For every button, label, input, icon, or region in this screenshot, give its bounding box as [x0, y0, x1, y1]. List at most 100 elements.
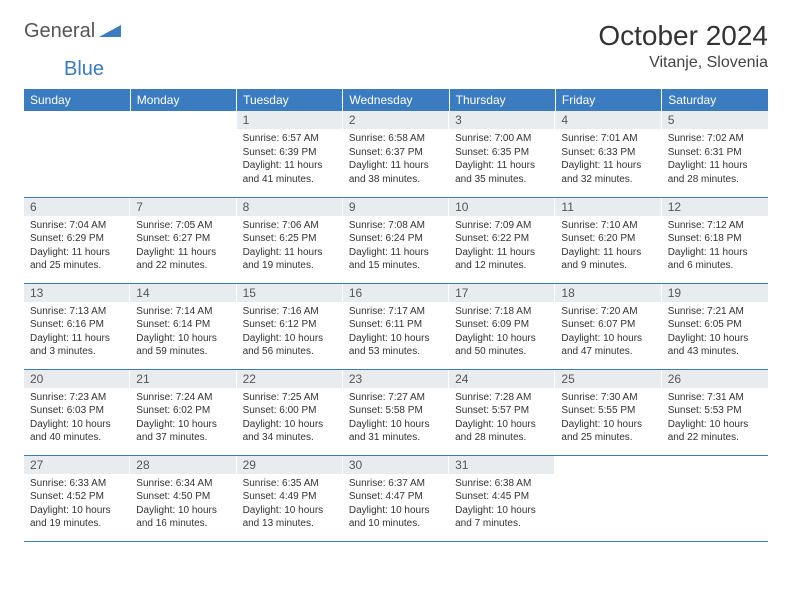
- sunrise-text: Sunrise: 7:27 AM: [349, 391, 443, 405]
- sunset-text: Sunset: 5:55 PM: [561, 404, 655, 418]
- calendar-week-row: 27Sunrise: 6:33 AMSunset: 4:52 PMDayligh…: [24, 455, 768, 541]
- sunset-text: Sunset: 6:37 PM: [349, 146, 443, 160]
- day-number: 23: [343, 370, 449, 388]
- sunrise-text: Sunrise: 6:35 AM: [243, 477, 337, 491]
- weekday-header: Wednesday: [343, 89, 449, 111]
- sunset-text: Sunset: 6:00 PM: [243, 404, 337, 418]
- day-number: 18: [555, 284, 661, 302]
- day-number: 27: [24, 456, 130, 474]
- daylight-text: Daylight: 11 hours and 9 minutes.: [561, 246, 655, 273]
- sunset-text: Sunset: 5:53 PM: [668, 404, 762, 418]
- sunset-text: Sunset: 4:45 PM: [455, 490, 549, 504]
- day-number: [24, 111, 130, 129]
- day-details: Sunrise: 6:58 AMSunset: 6:37 PMDaylight:…: [343, 129, 449, 188]
- sunset-text: Sunset: 6:24 PM: [349, 232, 443, 246]
- sunrise-text: Sunrise: 7:28 AM: [455, 391, 549, 405]
- day-details: Sunrise: 7:18 AMSunset: 6:09 PMDaylight:…: [449, 302, 555, 361]
- calendar-day-cell: [662, 455, 768, 541]
- calendar-day-cell: 3Sunrise: 7:00 AMSunset: 6:35 PMDaylight…: [449, 111, 555, 197]
- day-details: Sunrise: 7:08 AMSunset: 6:24 PMDaylight:…: [343, 216, 449, 275]
- weekday-header: Thursday: [449, 89, 555, 111]
- sunrise-text: Sunrise: 7:18 AM: [455, 305, 549, 319]
- daylight-text: Daylight: 10 hours and 19 minutes.: [30, 504, 124, 531]
- calendar-day-cell: 27Sunrise: 6:33 AMSunset: 4:52 PMDayligh…: [24, 455, 130, 541]
- day-number: 28: [130, 456, 236, 474]
- calendar-table: Sunday Monday Tuesday Wednesday Thursday…: [24, 89, 768, 542]
- day-details: Sunrise: 7:31 AMSunset: 5:53 PMDaylight:…: [662, 388, 768, 447]
- day-details: Sunrise: 7:00 AMSunset: 6:35 PMDaylight:…: [449, 129, 555, 188]
- sunset-text: Sunset: 6:12 PM: [243, 318, 337, 332]
- daylight-text: Daylight: 11 hours and 35 minutes.: [455, 159, 549, 186]
- sunrise-text: Sunrise: 7:20 AM: [561, 305, 655, 319]
- calendar-day-cell: 31Sunrise: 6:38 AMSunset: 4:45 PMDayligh…: [449, 455, 555, 541]
- day-number: 15: [237, 284, 343, 302]
- daylight-text: Daylight: 11 hours and 6 minutes.: [668, 246, 762, 273]
- sunset-text: Sunset: 4:49 PM: [243, 490, 337, 504]
- calendar-day-cell: 18Sunrise: 7:20 AMSunset: 6:07 PMDayligh…: [555, 283, 661, 369]
- day-details: Sunrise: 7:10 AMSunset: 6:20 PMDaylight:…: [555, 216, 661, 275]
- calendar-day-cell: 16Sunrise: 7:17 AMSunset: 6:11 PMDayligh…: [343, 283, 449, 369]
- day-details: Sunrise: 7:23 AMSunset: 6:03 PMDaylight:…: [24, 388, 130, 447]
- sunrise-text: Sunrise: 6:58 AM: [349, 132, 443, 146]
- day-details: Sunrise: 7:06 AMSunset: 6:25 PMDaylight:…: [237, 216, 343, 275]
- calendar-day-cell: 17Sunrise: 7:18 AMSunset: 6:09 PMDayligh…: [449, 283, 555, 369]
- sunset-text: Sunset: 6:29 PM: [30, 232, 124, 246]
- daylight-text: Daylight: 10 hours and 43 minutes.: [668, 332, 762, 359]
- brand-triangle-icon: [99, 21, 121, 42]
- day-number: 22: [237, 370, 343, 388]
- sunset-text: Sunset: 6:14 PM: [136, 318, 230, 332]
- calendar-day-cell: 8Sunrise: 7:06 AMSunset: 6:25 PMDaylight…: [237, 197, 343, 283]
- daylight-text: Daylight: 11 hours and 41 minutes.: [243, 159, 337, 186]
- day-details: Sunrise: 6:57 AMSunset: 6:39 PMDaylight:…: [237, 129, 343, 188]
- calendar-day-cell: 9Sunrise: 7:08 AMSunset: 6:24 PMDaylight…: [343, 197, 449, 283]
- daylight-text: Daylight: 10 hours and 7 minutes.: [455, 504, 549, 531]
- day-number: 5: [662, 111, 768, 129]
- day-details: Sunrise: 7:12 AMSunset: 6:18 PMDaylight:…: [662, 216, 768, 275]
- day-details: Sunrise: 7:13 AMSunset: 6:16 PMDaylight:…: [24, 302, 130, 361]
- calendar-week-row: 6Sunrise: 7:04 AMSunset: 6:29 PMDaylight…: [24, 197, 768, 283]
- sunrise-text: Sunrise: 7:17 AM: [349, 305, 443, 319]
- sunrise-text: Sunrise: 6:33 AM: [30, 477, 124, 491]
- sunrise-text: Sunrise: 6:37 AM: [349, 477, 443, 491]
- calendar-day-cell: 12Sunrise: 7:12 AMSunset: 6:18 PMDayligh…: [662, 197, 768, 283]
- sunrise-text: Sunrise: 7:00 AM: [455, 132, 549, 146]
- day-number: 20: [24, 370, 130, 388]
- day-number: 16: [343, 284, 449, 302]
- sunrise-text: Sunrise: 7:14 AM: [136, 305, 230, 319]
- sunrise-text: Sunrise: 7:12 AM: [668, 219, 762, 233]
- sunset-text: Sunset: 6:07 PM: [561, 318, 655, 332]
- day-details: Sunrise: 7:16 AMSunset: 6:12 PMDaylight:…: [237, 302, 343, 361]
- day-number: 7: [130, 198, 236, 216]
- day-details: Sunrise: 6:33 AMSunset: 4:52 PMDaylight:…: [24, 474, 130, 533]
- day-number: 31: [449, 456, 555, 474]
- brand-part2: Blue: [64, 58, 104, 80]
- day-number: 25: [555, 370, 661, 388]
- daylight-text: Daylight: 11 hours and 32 minutes.: [561, 159, 655, 186]
- calendar-day-cell: 24Sunrise: 7:28 AMSunset: 5:57 PMDayligh…: [449, 369, 555, 455]
- daylight-text: Daylight: 10 hours and 37 minutes.: [136, 418, 230, 445]
- day-number: 1: [237, 111, 343, 129]
- sunset-text: Sunset: 6:09 PM: [455, 318, 549, 332]
- daylight-text: Daylight: 10 hours and 31 minutes.: [349, 418, 443, 445]
- calendar-day-cell: 2Sunrise: 6:58 AMSunset: 6:37 PMDaylight…: [343, 111, 449, 197]
- weekday-header: Tuesday: [237, 89, 343, 111]
- day-details: Sunrise: 6:34 AMSunset: 4:50 PMDaylight:…: [130, 474, 236, 533]
- day-number: 9: [343, 198, 449, 216]
- calendar-day-cell: [24, 111, 130, 197]
- sunrise-text: Sunrise: 7:06 AM: [243, 219, 337, 233]
- calendar-day-cell: [130, 111, 236, 197]
- sunrise-text: Sunrise: 7:31 AM: [668, 391, 762, 405]
- day-details: Sunrise: 7:01 AMSunset: 6:33 PMDaylight:…: [555, 129, 661, 188]
- daylight-text: Daylight: 10 hours and 47 minutes.: [561, 332, 655, 359]
- weekday-header: Monday: [130, 89, 236, 111]
- day-details: Sunrise: 6:37 AMSunset: 4:47 PMDaylight:…: [343, 474, 449, 533]
- day-details: Sunrise: 7:25 AMSunset: 6:00 PMDaylight:…: [237, 388, 343, 447]
- day-details: Sunrise: 7:04 AMSunset: 6:29 PMDaylight:…: [24, 216, 130, 275]
- day-details: Sunrise: 7:20 AMSunset: 6:07 PMDaylight:…: [555, 302, 661, 361]
- daylight-text: Daylight: 10 hours and 22 minutes.: [668, 418, 762, 445]
- daylight-text: Daylight: 10 hours and 16 minutes.: [136, 504, 230, 531]
- weekday-header-row: Sunday Monday Tuesday Wednesday Thursday…: [24, 89, 768, 111]
- sunset-text: Sunset: 6:05 PM: [668, 318, 762, 332]
- day-details: Sunrise: 7:24 AMSunset: 6:02 PMDaylight:…: [130, 388, 236, 447]
- sunrise-text: Sunrise: 7:21 AM: [668, 305, 762, 319]
